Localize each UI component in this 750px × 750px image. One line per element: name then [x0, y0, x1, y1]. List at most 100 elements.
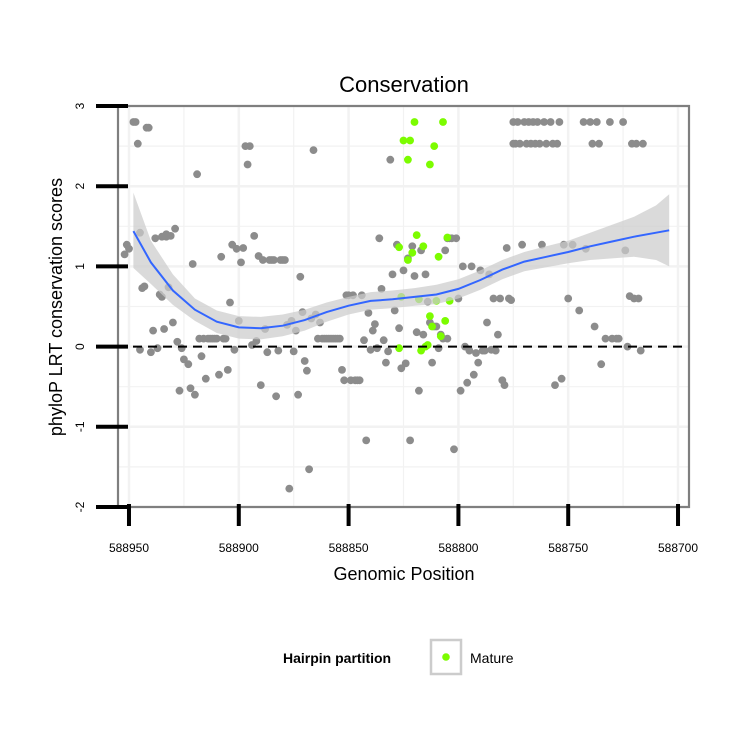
data-point-other	[388, 270, 397, 279]
data-point-other	[197, 352, 206, 361]
data-point-other	[586, 118, 595, 126]
plot-panel	[116, 104, 691, 509]
data-point-mature	[399, 136, 408, 145]
data-point-other	[274, 346, 283, 355]
data-point-other	[452, 234, 461, 243]
data-point-other	[614, 334, 623, 343]
data-point-other	[636, 346, 645, 355]
legend-key-mature	[442, 653, 450, 661]
data-point-other	[136, 345, 144, 354]
data-point-other	[441, 246, 450, 255]
data-point-other	[474, 358, 483, 367]
data-point-other	[184, 360, 193, 369]
data-point-other	[575, 306, 584, 315]
data-point-other	[285, 484, 294, 493]
data-point-other	[289, 347, 298, 356]
data-point-other	[579, 118, 588, 126]
data-point-mature	[404, 256, 412, 264]
data-point-other	[489, 294, 498, 303]
data-point-mature	[436, 332, 445, 341]
data-point-mature	[395, 344, 403, 353]
data-point-other	[140, 282, 149, 291]
data-point-other	[169, 318, 177, 327]
data-point-other	[245, 142, 254, 151]
data-point-mature	[434, 252, 443, 261]
data-point-other	[355, 376, 364, 385]
data-point-other	[362, 436, 371, 445]
x-tick-label: 588800	[438, 541, 478, 555]
data-point-other	[507, 296, 515, 304]
data-point-other	[472, 349, 480, 357]
data-point-other	[303, 366, 311, 375]
data-point-mature	[441, 317, 450, 325]
data-point-other	[133, 139, 142, 148]
data-point-other	[399, 266, 408, 275]
data-point-other	[360, 336, 368, 345]
data-point-other	[592, 118, 601, 126]
data-point-other	[384, 347, 392, 356]
data-point-mature	[426, 160, 434, 169]
data-point-other	[500, 381, 509, 389]
y-axis-title: phyloP LRT conservation scores	[46, 178, 66, 436]
data-point-other	[632, 139, 641, 148]
data-point-other	[272, 392, 280, 401]
data-point-other	[166, 232, 175, 240]
data-point-other	[494, 330, 502, 339]
data-point-other	[215, 370, 223, 379]
data-point-other	[366, 345, 375, 354]
data-point-other	[237, 258, 245, 267]
data-point-other	[538, 240, 546, 249]
data-point-other	[144, 123, 153, 132]
data-point-other	[410, 272, 419, 280]
data-point-other	[188, 260, 197, 268]
data-point-other	[623, 342, 632, 351]
data-point-other	[375, 234, 384, 243]
legend-label-mature: Mature	[470, 650, 514, 666]
data-point-other	[491, 346, 500, 355]
data-point-other	[480, 346, 489, 355]
data-point-other	[373, 344, 381, 353]
data-point-other	[588, 139, 597, 148]
data-point-other	[557, 374, 566, 383]
data-point-other	[239, 244, 248, 252]
y-tick-label: -2	[73, 501, 87, 512]
x-tick-label: 588750	[548, 541, 588, 555]
y-tick-label: 1	[73, 263, 87, 270]
data-point-other	[364, 309, 373, 317]
data-point-other	[619, 118, 627, 126]
data-point-mature	[406, 136, 414, 145]
data-point-other	[564, 294, 573, 303]
data-point-other	[401, 359, 410, 368]
data-point-other	[309, 146, 318, 155]
data-point-other	[469, 370, 478, 379]
data-point-other	[125, 244, 133, 253]
y-tick-label: 0	[73, 343, 87, 350]
x-tick-label: 588950	[109, 541, 149, 555]
data-point-other	[379, 336, 388, 345]
data-point-other	[634, 294, 643, 303]
data-point-other	[533, 118, 542, 126]
data-point-other	[555, 118, 564, 126]
data-point-other	[546, 118, 555, 126]
legend: Hairpin partition Mature	[283, 638, 514, 676]
data-point-other	[294, 390, 302, 399]
x-tick-label: 588700	[658, 541, 698, 555]
data-point-mature	[395, 243, 403, 252]
data-point-other	[250, 232, 259, 240]
data-point-other	[259, 256, 267, 264]
legend-title: Hairpin partition	[283, 650, 391, 666]
data-point-other	[518, 240, 526, 249]
data-point-other	[335, 334, 344, 343]
data-point-other	[230, 345, 239, 354]
chart-title: Conservation	[339, 72, 469, 97]
data-point-other	[256, 381, 265, 389]
data-point-other	[153, 344, 162, 353]
data-point-other	[601, 334, 610, 343]
data-point-other	[232, 244, 241, 253]
data-point-other	[223, 366, 232, 374]
data-point-other	[390, 306, 399, 315]
data-point-other	[160, 325, 169, 333]
data-point-mature	[428, 322, 436, 331]
data-point-other	[456, 386, 465, 395]
